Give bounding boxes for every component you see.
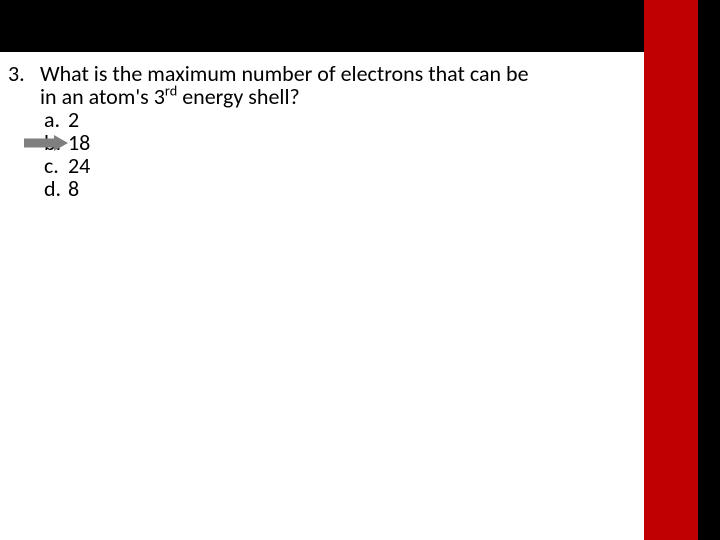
question-line2-post: energy shell? <box>177 83 299 110</box>
option-label: b. <box>40 131 68 154</box>
option-row: b.18 <box>40 131 628 154</box>
top-black-bar <box>0 0 644 52</box>
option-value: 8 <box>68 177 79 200</box>
question-number: 3. <box>8 62 40 85</box>
option-value: 18 <box>68 131 90 154</box>
option-label: a. <box>40 108 68 131</box>
option-row: c.24 <box>40 154 628 177</box>
question-block: 3. What is the maximum number of electro… <box>8 62 628 201</box>
side-red-bar <box>644 0 698 540</box>
options-list: a.2b.18c.24d.8 <box>8 108 628 200</box>
option-value: 24 <box>68 154 90 177</box>
option-label: d. <box>40 177 68 200</box>
option-row: d.8 <box>40 177 628 200</box>
side-black-bar <box>698 0 720 540</box>
question-line2-sup: rd <box>165 82 177 100</box>
option-value: 2 <box>68 108 79 131</box>
question-text-line2: in an atom's 3rd energy shell? <box>8 85 628 108</box>
option-label: c. <box>40 154 68 177</box>
question-text-line1: What is the maximum number of electrons … <box>40 62 628 85</box>
option-row: a.2 <box>40 108 628 131</box>
